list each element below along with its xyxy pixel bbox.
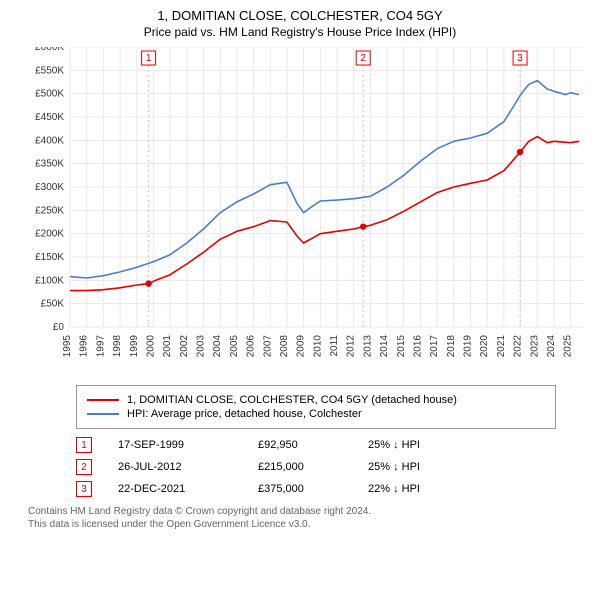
svg-text:2019: 2019	[463, 335, 474, 358]
svg-text:1998: 1998	[112, 335, 123, 358]
svg-text:1999: 1999	[129, 335, 140, 358]
svg-text:2007: 2007	[262, 335, 273, 358]
marker-number-box: 1	[76, 437, 92, 453]
svg-text:2018: 2018	[446, 335, 457, 358]
marker-date: 26-JUL-2012	[118, 461, 258, 473]
svg-text:2006: 2006	[246, 335, 257, 358]
svg-text:2011: 2011	[329, 335, 340, 357]
footer-line: Contains HM Land Registry data © Crown c…	[28, 505, 584, 518]
svg-text:2004: 2004	[212, 335, 223, 358]
svg-text:2003: 2003	[196, 335, 207, 358]
marker-hpi-delta: 25% ↓ HPI	[368, 461, 556, 473]
svg-text:2023: 2023	[529, 335, 540, 358]
svg-text:£400K: £400K	[35, 135, 64, 146]
svg-text:2020: 2020	[479, 335, 490, 358]
marker-date: 22-DEC-2021	[118, 483, 258, 495]
svg-text:2014: 2014	[379, 335, 390, 358]
legend-item: HPI: Average price, detached house, Colc…	[87, 408, 545, 420]
marker-price: £375,000	[258, 483, 368, 495]
svg-text:2001: 2001	[162, 335, 173, 358]
marker-hpi-delta: 25% ↓ HPI	[368, 439, 556, 451]
svg-text:£550K: £550K	[35, 65, 64, 76]
svg-text:£0: £0	[53, 322, 65, 333]
page-subtitle: Price paid vs. HM Land Registry's House …	[16, 25, 584, 39]
marker-date: 17-SEP-1999	[118, 439, 258, 451]
svg-text:1995: 1995	[62, 335, 73, 358]
legend-item: 1, DOMITIAN CLOSE, COLCHESTER, CO4 5GY (…	[87, 394, 545, 406]
svg-text:1996: 1996	[79, 335, 90, 358]
svg-text:2005: 2005	[229, 335, 240, 358]
sale-marker-table: 1 17-SEP-1999£92,95025% ↓ HPI 2 26-JUL-2012…	[76, 437, 556, 497]
svg-text:2002: 2002	[179, 335, 190, 358]
legend-swatch	[87, 413, 119, 415]
svg-text:2022: 2022	[513, 335, 524, 358]
svg-text:£100K: £100K	[35, 275, 64, 286]
svg-text:£250K: £250K	[35, 205, 64, 216]
svg-text:2008: 2008	[279, 335, 290, 358]
price-chart: 1 2 3 £0 £50K £100K £150K £200K £250K £300K £350K £…	[16, 47, 584, 377]
marker-row: 2 26-JUL-2012£215,00025% ↓ HPI	[76, 459, 556, 475]
page-title: 1, DOMITIAN CLOSE, COLCHESTER, CO4 5GY	[16, 8, 584, 23]
footer-attribution: Contains HM Land Registry data © Crown c…	[28, 505, 584, 531]
svg-text:2015: 2015	[396, 335, 407, 358]
legend: 1, DOMITIAN CLOSE, COLCHESTER, CO4 5GY (…	[76, 385, 556, 429]
svg-text:3: 3	[517, 53, 523, 64]
svg-text:1997: 1997	[95, 335, 106, 358]
svg-text:2010: 2010	[312, 335, 323, 358]
svg-text:£500K: £500K	[35, 89, 64, 100]
svg-text:2009: 2009	[296, 335, 307, 358]
legend-label: HPI: Average price, detached house, Colc…	[127, 408, 362, 420]
legend-label: 1, DOMITIAN CLOSE, COLCHESTER, CO4 5GY (…	[127, 394, 457, 406]
svg-text:2: 2	[360, 53, 366, 64]
marker-number-box: 3	[76, 481, 92, 497]
svg-text:2000: 2000	[145, 335, 156, 358]
svg-text:£350K: £350K	[35, 159, 64, 170]
svg-text:£200K: £200K	[35, 229, 64, 240]
marker-number-box: 2	[76, 459, 92, 475]
svg-text:2025: 2025	[563, 335, 574, 358]
svg-text:£50K: £50K	[41, 299, 65, 310]
svg-text:2016: 2016	[412, 335, 423, 358]
svg-text:2024: 2024	[546, 335, 557, 358]
svg-text:2017: 2017	[429, 335, 440, 358]
svg-text:£450K: £450K	[35, 112, 64, 123]
svg-text:£300K: £300K	[35, 182, 64, 193]
marker-price: £215,000	[258, 461, 368, 473]
marker-row: 1 17-SEP-1999£92,95025% ↓ HPI	[76, 437, 556, 453]
footer-line: This data is licensed under the Open Gov…	[28, 518, 584, 531]
marker-price: £92,950	[258, 439, 368, 451]
legend-swatch	[87, 399, 119, 401]
svg-text:2013: 2013	[362, 335, 373, 358]
marker-row: 3 22-DEC-2021£375,00022% ↓ HPI	[76, 481, 556, 497]
svg-text:1: 1	[146, 53, 152, 64]
svg-text:£150K: £150K	[35, 252, 64, 263]
svg-text:2021: 2021	[496, 335, 507, 358]
svg-text:£600K: £600K	[35, 47, 64, 53]
svg-text:2012: 2012	[346, 335, 357, 358]
marker-hpi-delta: 22% ↓ HPI	[368, 483, 556, 495]
